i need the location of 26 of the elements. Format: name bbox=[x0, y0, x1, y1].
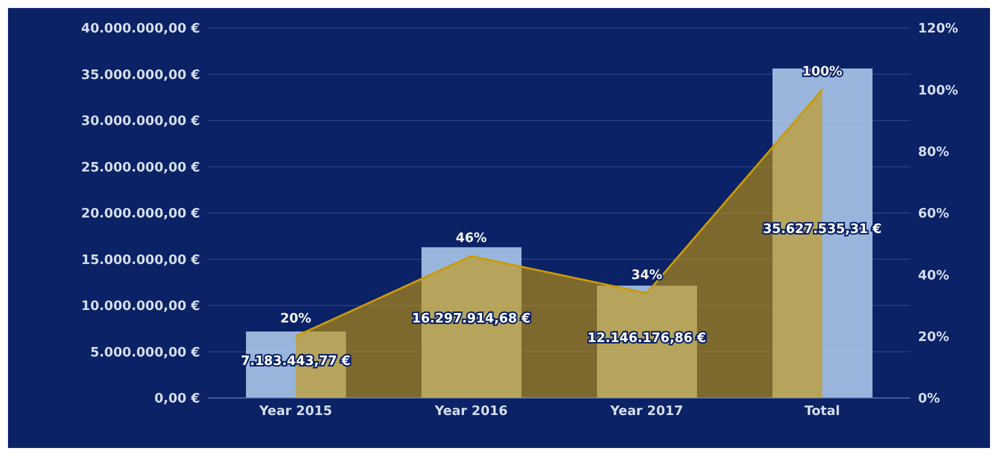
y2-tick-label: 60% bbox=[918, 206, 950, 222]
y-tick-label: 40.000.000,00 € bbox=[81, 22, 200, 37]
y-tick-label: 15.000.000,00 € bbox=[81, 252, 200, 268]
y-tick-label: 0,00 € bbox=[154, 392, 200, 407]
x-tick-label: Total bbox=[804, 404, 840, 420]
y2-tick-label: 40% bbox=[918, 268, 950, 284]
y2-tick-label: 20% bbox=[918, 330, 950, 345]
y2-tick-label: 120% bbox=[918, 22, 958, 37]
x-tick-label: Year 2015 bbox=[258, 404, 332, 420]
y-tick-label: 20.000.000,00 € bbox=[81, 206, 200, 222]
data-label: 34% bbox=[631, 268, 662, 284]
data-label: 46% bbox=[456, 231, 487, 246]
x-tick-label: Year 2017 bbox=[609, 404, 684, 420]
x-tick-label: Year 2016 bbox=[434, 404, 508, 420]
y2-tick-label: 0% bbox=[918, 392, 940, 407]
data-label: 100% bbox=[802, 64, 842, 80]
y-tick-label: 10.000.000,00 € bbox=[81, 299, 200, 314]
y2-tick-label: 100% bbox=[918, 83, 958, 98]
data-label: 12.146.176,86 € bbox=[587, 330, 706, 346]
y-tick-label: 5.000.000,00 € bbox=[90, 345, 200, 360]
data-label: 16.297.914,68 € bbox=[412, 312, 531, 327]
y-tick-label: 35.000.000,00 € bbox=[81, 68, 200, 83]
y2-tick-label: 80% bbox=[918, 144, 950, 160]
y-tick-label: 25.000.000,00 € bbox=[81, 160, 200, 176]
data-label: 20% bbox=[280, 311, 312, 326]
y-tick-label: 30.000.000,00 € bbox=[81, 114, 200, 130]
